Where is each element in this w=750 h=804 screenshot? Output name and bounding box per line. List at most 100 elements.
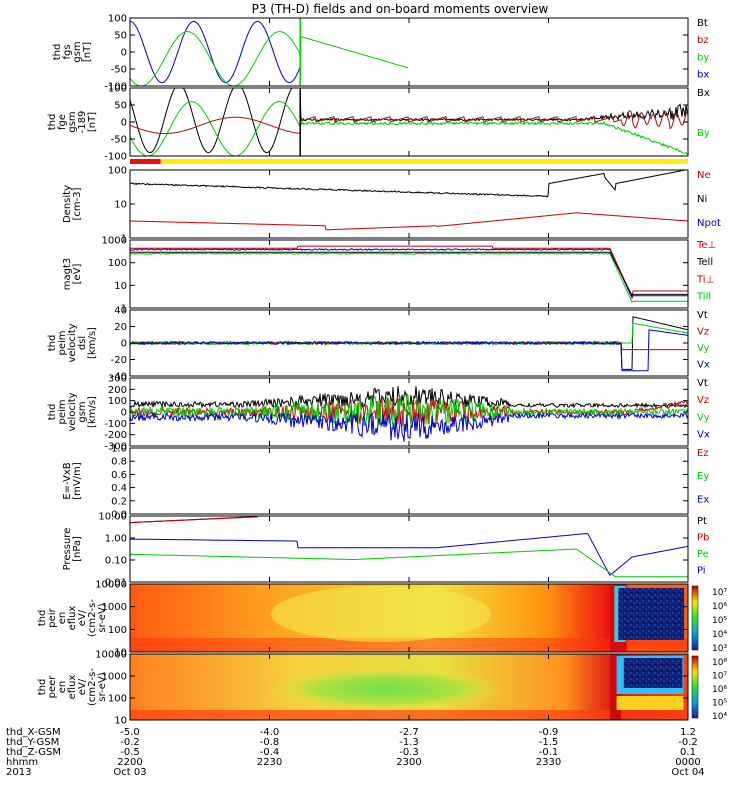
footer-row-label: 2013 <box>6 767 31 778</box>
y-tick-label: -100 <box>104 419 127 430</box>
y-tick-label: 0.8 <box>111 457 127 468</box>
y-axis-label-line: -189 <box>77 111 88 134</box>
legend-Bx: Bx <box>697 88 710 99</box>
pressure-pi-trace <box>130 532 688 577</box>
panel-frame <box>129 17 689 87</box>
y-axis-label-line: [eV] <box>72 264 83 285</box>
y-tick-label: -20 <box>111 355 127 366</box>
y-tick-label: 40 <box>114 306 127 317</box>
spectrogram-peir-core <box>271 586 492 642</box>
density-ne-trace <box>130 212 688 231</box>
temp-teperp-trace <box>130 245 688 299</box>
pressure-pb-trace <box>130 516 259 524</box>
y-tick-label: 0.10 <box>105 556 127 567</box>
y-tick-label: 0 <box>121 339 127 350</box>
legend-Ti⊥: Ti⊥ <box>696 274 714 285</box>
colorbar-label: 10⁴ <box>712 712 727 722</box>
y-tick-label: 10 <box>114 648 127 659</box>
y-axis-label-line: velocity <box>67 323 78 362</box>
y-axis-label: E=-VxB [mV/m] <box>62 462 83 500</box>
x-tick-date: Oct 03 <box>113 767 146 778</box>
panel-fgs: 100 50 0 -50 -100 thd fgs gsm [nT] Bt bz by bx <box>52 14 709 93</box>
y-tick-label: -300 <box>104 442 127 453</box>
x-tick-x_gsm: -4.0 <box>260 727 280 738</box>
y-tick-label: 10000 <box>95 650 127 661</box>
mode-bar-yellow <box>160 159 688 164</box>
y-axis-label-line: peir <box>47 607 58 627</box>
y-axis-label-line: eV/ <box>77 678 88 695</box>
panel-pressure: 10.00 1.00 0.10 0.01 Pressure [nPa] Pt Pb Pe Pi <box>62 512 709 589</box>
y-axis-label-line: eflux <box>67 606 78 631</box>
panel-peer: 10000 1000 100 10 thd peer en eflux eV/(cm2-s-sr… <box>37 650 727 727</box>
legend-Pe: Pe <box>697 549 709 560</box>
spectrogram-peer-noise <box>623 658 683 688</box>
y-axis-label-line: en <box>57 681 68 694</box>
y-tick-label: 1 <box>121 234 127 245</box>
y-axis-label-line: gsm <box>77 401 88 422</box>
y-tick-label: 10000 <box>95 580 127 591</box>
x-tick-date: Oct 04 <box>671 767 704 778</box>
spectrogram-peer-core <box>266 667 507 711</box>
footer-row-label: thd_Y-GSM <box>6 737 59 748</box>
legend-Vy: Vy <box>697 343 710 354</box>
fgs-by-trace <box>130 31 409 86</box>
y-tick-label: 10 <box>114 281 127 292</box>
panel-efield: 1.0 0.8 0.6 0.4 0.2 0.0 E=-VxB [mV/m] Ez Ey Ex <box>62 444 709 521</box>
colorbar-label: 10⁶ <box>712 602 727 612</box>
y-tick-label: -100 <box>104 152 127 163</box>
footer-row-label: hhmm <box>6 757 38 768</box>
y-tick-label: 0.2 <box>111 496 127 507</box>
y-axis-label-line: [nPa] <box>72 536 83 562</box>
x-tick-z_gsm: -0.5 <box>120 747 140 758</box>
y-tick-label: 100 <box>108 166 127 177</box>
fge-bz-trace <box>130 109 688 135</box>
y-axis-label-line: [km/s] <box>87 327 98 359</box>
y-axis-label-line: thd <box>47 114 58 131</box>
colorbar-label: 10⁶ <box>712 685 727 695</box>
chart-title: P3 (TH-D) fields and on-board moments ov… <box>252 2 549 16</box>
legend-Ne: Ne <box>697 170 711 181</box>
y-axis-label: thd peir en eflux eV/(cm2-s-sr-eV) <box>37 599 108 637</box>
legend-by: by <box>697 52 709 63</box>
spectrogram-peir-noise <box>618 588 685 640</box>
y-axis-label: magt3 [eV] <box>62 258 83 291</box>
y-tick-label: 0 <box>121 48 127 59</box>
y-axis-label-line: [cm-3] <box>72 187 83 220</box>
x-tick-z_gsm: -0.3 <box>399 747 419 758</box>
x-tick-y_gsm: -0.2 <box>120 737 140 748</box>
y-axis-label-line: (cm2-s- <box>87 599 98 637</box>
pressure-pe-trace <box>130 548 688 578</box>
y-axis-label-line: Density <box>62 185 73 223</box>
legend-Vy: Vy <box>697 412 710 423</box>
y-axis-label-line: en <box>57 612 68 625</box>
y-axis-label-line: [mV/m] <box>72 462 83 500</box>
legend-Pt: Pt <box>697 516 707 527</box>
spectrogram-peer-yellow <box>616 696 684 710</box>
legend-Pb: Pb <box>697 533 709 544</box>
x-tick-y_gsm: -0.2 <box>678 737 698 748</box>
y-axis-label-line: Pressure <box>62 528 73 571</box>
temp-tell-trace <box>130 251 688 297</box>
y-tick-label: 0.0 <box>111 510 127 521</box>
y-tick-label: 0 <box>121 118 127 129</box>
y-tick-label: 0.01 <box>105 578 127 589</box>
y-axis-label-line: eflux <box>67 675 78 700</box>
colorbar-label: 10⁵ <box>712 616 727 626</box>
legend-bx: bx <box>697 69 709 80</box>
legend-Bt: Bt <box>697 18 708 29</box>
y-axis-label-line: E=-VxB <box>62 462 73 499</box>
y-axis-label-line: eV/ <box>77 609 88 626</box>
y-tick-label: 0.4 <box>111 483 127 494</box>
x-tick-x_gsm: -5.0 <box>120 727 140 738</box>
legend-Npot: Npot <box>697 218 721 229</box>
colorbar-label: 10⁴ <box>712 630 727 640</box>
y-tick-label: 300 <box>108 374 127 385</box>
y-axis-label-line: thd <box>47 335 58 352</box>
panel-frame <box>129 169 689 239</box>
y-tick-label: 1000 <box>102 602 127 613</box>
y-tick-label: 50 <box>114 101 127 112</box>
panel-vel_dsl: 40 20 0 -20 -40 thd peim velocity dsl [km/s] Vt Vz V… <box>47 306 710 383</box>
legend-Vx: Vx <box>697 429 710 440</box>
panel-frame <box>129 239 689 309</box>
